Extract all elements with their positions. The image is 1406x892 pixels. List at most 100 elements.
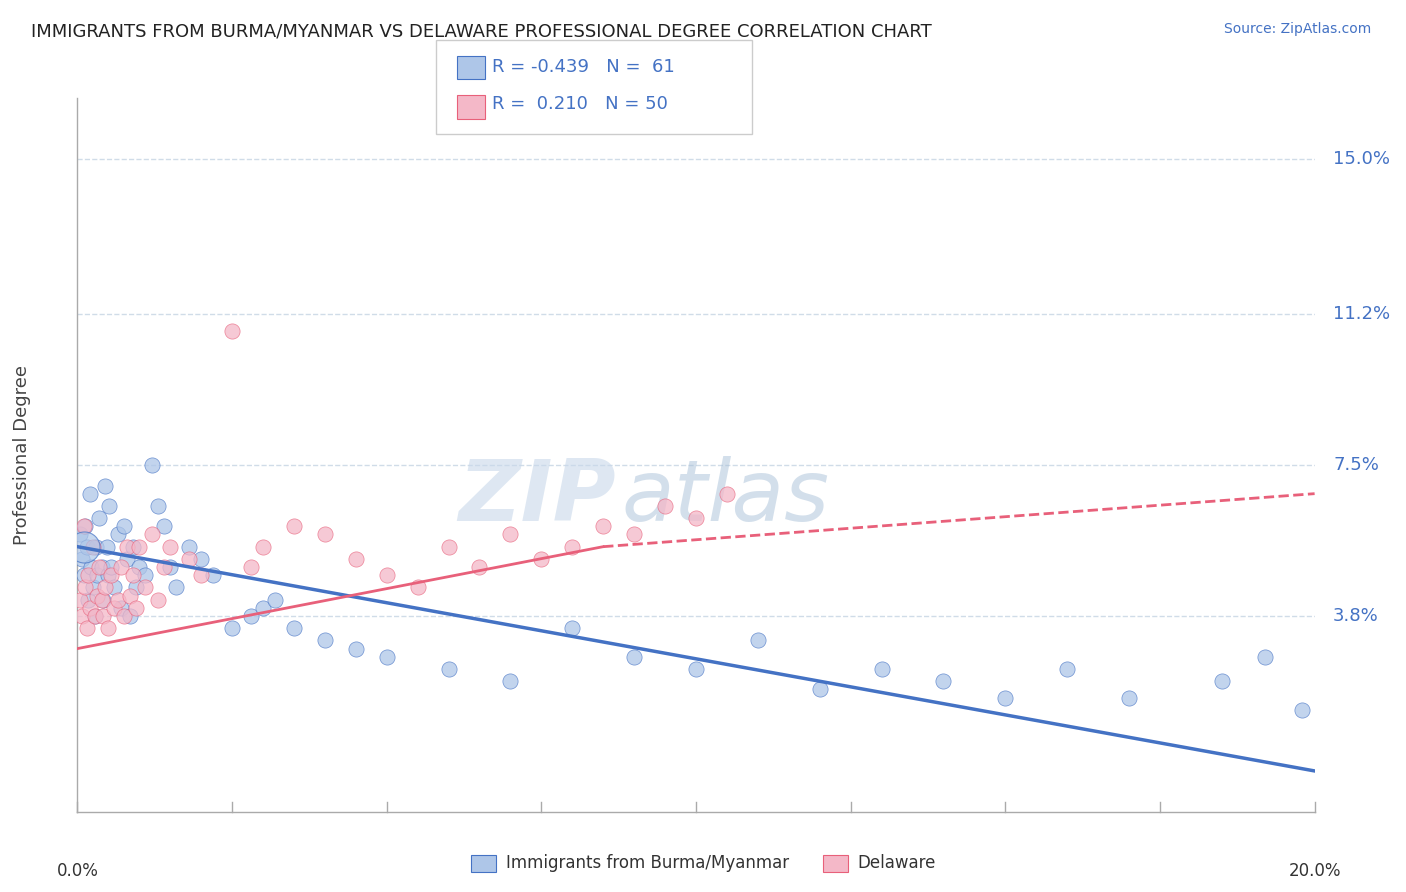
Point <box>100 560 122 574</box>
Point <box>406 581 429 595</box>
Point <box>94 581 117 595</box>
Point <box>190 552 212 566</box>
Point <box>153 519 176 533</box>
Point <box>134 568 156 582</box>
Point <box>94 478 117 492</box>
Point <box>264 592 287 607</box>
Point <box>654 499 676 513</box>
Point <box>115 552 138 566</box>
Point <box>122 568 145 582</box>
Point <box>82 581 104 595</box>
Point <box>146 499 169 513</box>
Point <box>283 519 305 533</box>
Point <box>375 568 398 582</box>
Point <box>747 633 769 648</box>
Text: 3.8%: 3.8% <box>1333 607 1379 625</box>
Point <box>100 568 122 582</box>
Point <box>82 540 104 554</box>
Point <box>1118 690 1140 705</box>
Point <box>141 527 163 541</box>
Point <box>91 609 114 624</box>
Text: 15.0%: 15.0% <box>1333 150 1391 169</box>
Point <box>252 540 274 554</box>
Point <box>110 600 132 615</box>
Point <box>91 592 114 607</box>
Point <box>177 540 200 554</box>
Text: Source: ZipAtlas.com: Source: ZipAtlas.com <box>1223 22 1371 37</box>
Point <box>499 527 522 541</box>
Point <box>134 581 156 595</box>
Point <box>177 552 200 566</box>
Point <box>97 621 120 635</box>
Point <box>468 560 491 574</box>
Point <box>1211 674 1233 689</box>
Point <box>98 499 121 513</box>
Point <box>107 527 129 541</box>
Point <box>870 662 893 676</box>
Point <box>118 609 141 624</box>
Point <box>202 568 225 582</box>
Point <box>165 581 187 595</box>
Point <box>72 519 94 533</box>
Point <box>314 527 336 541</box>
Point <box>125 581 148 595</box>
Point <box>103 600 125 615</box>
Point <box>86 568 108 582</box>
Point <box>107 592 129 607</box>
Point <box>561 540 583 554</box>
Point <box>623 527 645 541</box>
Point <box>221 324 243 338</box>
Point <box>375 649 398 664</box>
Point <box>283 621 305 635</box>
Text: IMMIGRANTS FROM BURMA/MYANMAR VS DELAWARE PROFESSIONAL DEGREE CORRELATION CHART: IMMIGRANTS FROM BURMA/MYANMAR VS DELAWAR… <box>31 22 932 40</box>
Point <box>1056 662 1078 676</box>
Point <box>314 633 336 648</box>
Text: 11.2%: 11.2% <box>1333 305 1391 323</box>
Point <box>91 560 114 574</box>
Point <box>122 540 145 554</box>
Text: Immigrants from Burma/Myanmar: Immigrants from Burma/Myanmar <box>506 855 789 872</box>
Point <box>344 552 367 566</box>
Point <box>808 682 831 697</box>
Text: 7.5%: 7.5% <box>1333 456 1379 475</box>
Point <box>77 592 100 607</box>
Point <box>623 649 645 664</box>
Point <box>190 568 212 582</box>
Point <box>110 560 132 574</box>
Point <box>103 581 125 595</box>
Point <box>128 560 150 574</box>
Point <box>79 600 101 615</box>
Point <box>685 662 707 676</box>
Point <box>159 560 181 574</box>
Point <box>112 519 135 533</box>
Point <box>994 690 1017 705</box>
Point <box>83 609 105 624</box>
Point <box>141 458 163 472</box>
Point <box>592 519 614 533</box>
Point <box>1291 703 1313 717</box>
Point <box>118 589 141 603</box>
Point <box>83 609 105 624</box>
Text: 0.0%: 0.0% <box>56 862 98 880</box>
Point <box>80 560 103 574</box>
Point <box>1254 649 1277 664</box>
Text: 20.0%: 20.0% <box>1288 862 1341 880</box>
Point <box>716 486 738 500</box>
Point <box>115 540 138 554</box>
Point <box>69 527 91 541</box>
Point <box>112 609 135 624</box>
Point <box>79 486 101 500</box>
Point <box>221 621 243 635</box>
Point <box>932 674 955 689</box>
Point <box>128 540 150 554</box>
Text: Delaware: Delaware <box>858 855 936 872</box>
Text: atlas: atlas <box>621 456 830 540</box>
Text: R = -0.439   N =  61: R = -0.439 N = 61 <box>492 58 675 76</box>
Point <box>239 560 262 574</box>
Point <box>72 568 94 582</box>
Point <box>125 600 148 615</box>
Point <box>72 552 94 566</box>
Point <box>69 592 91 607</box>
Point <box>96 540 118 554</box>
Point <box>77 568 100 582</box>
